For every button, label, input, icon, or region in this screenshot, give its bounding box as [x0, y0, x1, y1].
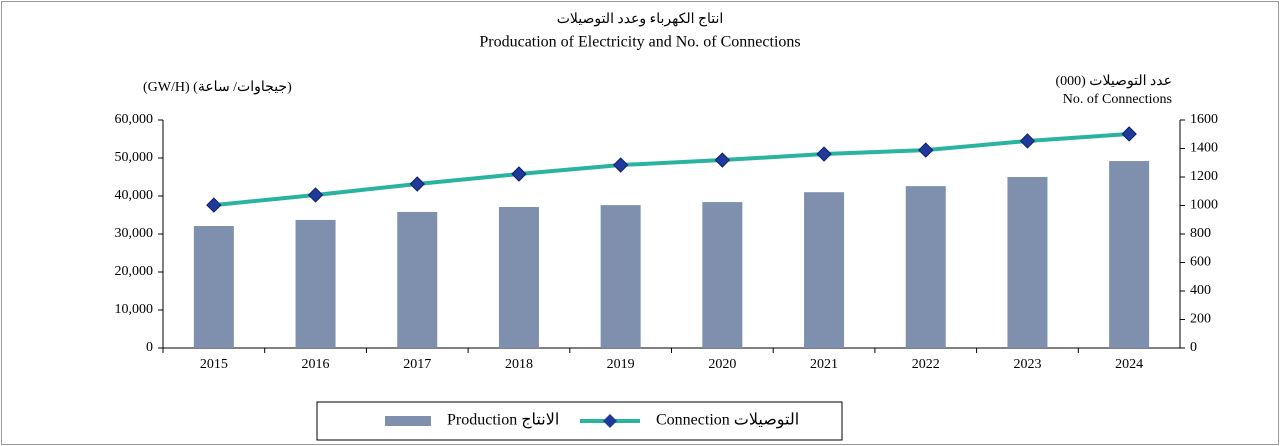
y-tick-label: 30,000	[115, 226, 154, 241]
marker	[206, 197, 222, 213]
y2-tick-label: 1400	[1190, 141, 1218, 156]
marker	[714, 152, 731, 168]
y2-tick-label: 1000	[1190, 198, 1218, 213]
x-tick-label: 2022	[912, 357, 940, 372]
x-tick-label: 2015	[200, 357, 228, 372]
marker	[816, 146, 832, 162]
chart-subtitle: Producation of Electricity and No. of Co…	[479, 34, 800, 51]
y2-tick-label: 800	[1190, 226, 1211, 241]
bar	[905, 186, 946, 348]
line	[213, 131, 1130, 208]
bar	[1007, 177, 1048, 348]
legend-marker	[603, 414, 617, 428]
marker	[1121, 126, 1137, 142]
y2-axis-label: عدد التوصيلات (000)	[1055, 74, 1172, 89]
legend-swatch	[385, 416, 431, 426]
x-tick-label: 2016	[302, 357, 330, 372]
marker	[409, 176, 425, 192]
bar	[702, 202, 743, 348]
bar	[397, 211, 438, 348]
marker	[307, 187, 324, 203]
bar	[498, 207, 539, 348]
y-tick-label: 0	[146, 340, 153, 355]
marker	[511, 166, 527, 182]
x-tick-label: 2023	[1013, 357, 1041, 372]
y2-tick-label: 0	[1190, 340, 1197, 355]
y-tick-label: 50,000	[115, 150, 154, 165]
y2-tick-label: 600	[1190, 255, 1211, 270]
bar	[193, 226, 234, 348]
marker	[1019, 133, 1036, 149]
bar	[804, 192, 845, 348]
y-tick-label: 10,000	[115, 302, 154, 317]
legend-label: Production الانتاج	[447, 412, 559, 429]
x-tick-label: 2020	[708, 357, 736, 372]
bar	[1109, 161, 1150, 348]
x-tick-label: 2017	[403, 357, 431, 372]
x-tick-label: 2021	[810, 357, 838, 372]
y-tick-label: 60,000	[115, 112, 154, 127]
y2-axis-label: No. of Connections	[1063, 92, 1172, 107]
bar	[600, 205, 641, 348]
y2-tick-label: 200	[1190, 312, 1211, 327]
y2-tick-label: 1200	[1190, 169, 1218, 184]
y-tick-label: 20,000	[115, 264, 154, 279]
x-tick-label: 2018	[505, 357, 533, 372]
legend-label: Connection التوصيلات	[656, 412, 799, 429]
marker	[612, 157, 629, 173]
bar	[295, 219, 336, 348]
chart-title: انتاج الكهرباء وعدد التوصيلات	[557, 12, 724, 27]
y2-tick-label: 1600	[1190, 112, 1218, 127]
y2-tick-label: 400	[1190, 283, 1211, 298]
y-axis-label: (GW/H) (جيجاوات/ ساعة)	[143, 80, 292, 95]
marker	[918, 142, 934, 158]
y-tick-label: 40,000	[115, 188, 154, 203]
x-tick-label: 2024	[1115, 357, 1143, 372]
x-tick-label: 2019	[607, 357, 635, 372]
